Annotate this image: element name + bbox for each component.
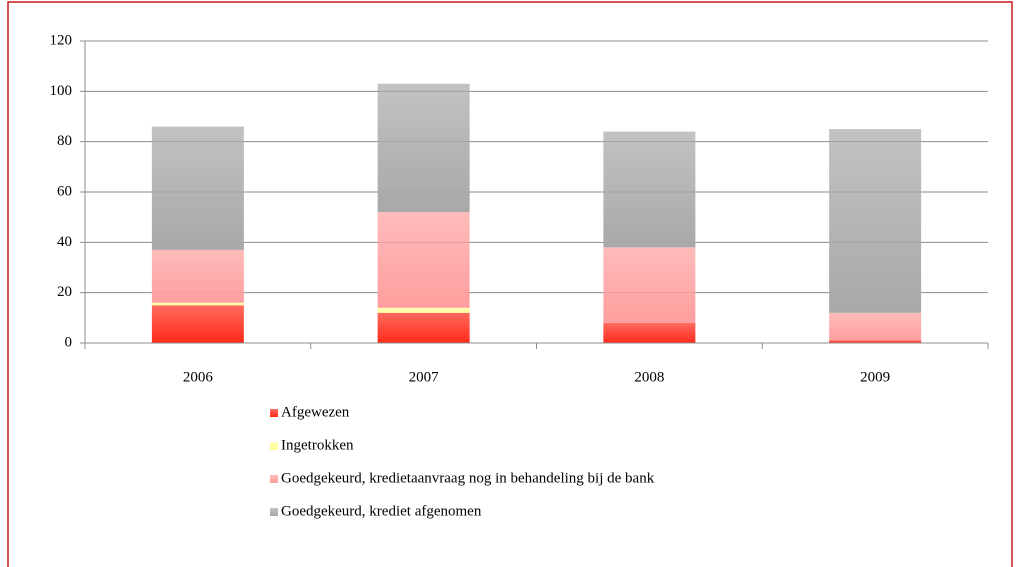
bar-segment [377,83,470,213]
legend-label: Goedgekeurd, kredietaanvraag nog in beha… [281,470,655,486]
y-tick-label: 20 [57,284,72,300]
bar-segment [151,249,244,303]
bar-segment [829,340,922,343]
bar-segment [151,126,244,250]
bar-segment [377,307,470,313]
x-tick-label: 2008 [634,369,664,385]
bar-segment [377,212,470,308]
legend-swatch [270,409,278,417]
y-tick-label: 0 [65,334,73,350]
frame [7,1,1013,567]
bar-segment [603,131,696,248]
y-tick-label: 40 [57,234,72,250]
legend-label: Goedgekeurd, krediet afgenomen [281,503,482,519]
x-tick-label: 2009 [860,369,890,385]
bar-segment [151,302,244,306]
bar-segment [377,312,470,343]
legend-swatch [270,442,278,450]
x-tick-label: 2007 [409,369,440,385]
y-tick-label: 100 [50,83,73,99]
y-tick-label: 80 [57,133,72,149]
bar-segment [829,129,922,313]
bar-segment [151,305,244,343]
bar-segment [603,247,696,323]
y-tick-label: 120 [50,32,73,48]
legend-label: Afgewezen [281,404,350,420]
x-tick-label: 2006 [183,369,214,385]
y-tick-label: 60 [57,183,72,199]
bar-segment [603,322,696,343]
legend-swatch [270,475,278,483]
bar-segment [829,312,922,341]
legend-swatch [270,508,278,516]
legend-label: Ingetrokken [281,437,354,453]
